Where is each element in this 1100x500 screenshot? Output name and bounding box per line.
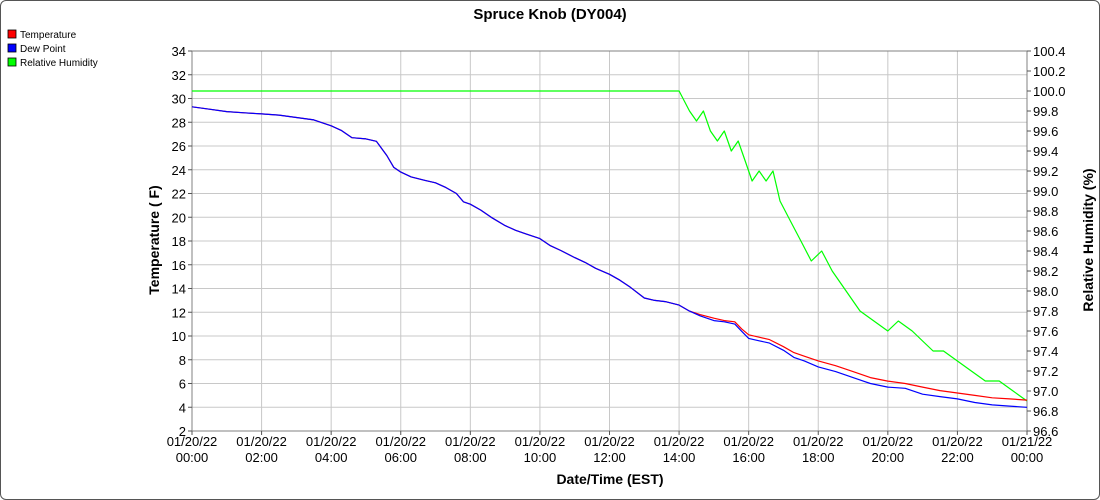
x-tick-date: 01/20/22: [932, 434, 983, 449]
legend-label-dew-point: Dew Point: [20, 44, 66, 55]
x-tick-time: 14:00: [663, 450, 696, 465]
x-tick-date: 01/20/22: [306, 434, 357, 449]
left-tick-label: 8: [179, 353, 186, 368]
right-tick-label: 99.8: [1033, 104, 1058, 119]
x-axis: 01/20/2200:0001/20/2202:0001/20/2204:000…: [167, 431, 1053, 465]
left-tick-label: 20: [172, 210, 186, 225]
x-tick-time: 18:00: [802, 450, 835, 465]
x-tick-date: 01/20/22: [584, 434, 635, 449]
right-tick-label: 97.6: [1033, 324, 1058, 339]
x-tick-date: 01/20/22: [654, 434, 705, 449]
legend-label-relative-humidity: Relative Humidity: [20, 58, 98, 69]
right-tick-label: 97.4: [1033, 344, 1058, 359]
x-tick-date: 01/20/22: [375, 434, 426, 449]
right-tick-label: 100.4: [1033, 44, 1066, 59]
right-tick-label: 99.4: [1033, 144, 1058, 159]
legend-label-temperature: Temperature: [20, 30, 77, 41]
left-axis-title: Temperature ( F): [146, 185, 162, 294]
x-tick-time: 22:00: [941, 450, 974, 465]
chart-title: Spruce Knob (DY004): [473, 6, 626, 23]
x-tick-date: 01/20/22: [445, 434, 496, 449]
left-tick-label: 4: [179, 400, 186, 415]
legend: Temperature Dew Point Relative Humidity: [7, 29, 98, 69]
x-tick-time: 12:00: [593, 450, 626, 465]
left-tick-label: 22: [172, 187, 186, 202]
x-tick-time: 02:00: [245, 450, 278, 465]
right-tick-label: 99.6: [1033, 124, 1058, 139]
left-tick-label: 18: [172, 234, 186, 249]
x-tick-date: 01/20/22: [793, 434, 844, 449]
x-tick-date: 01/20/22: [863, 434, 914, 449]
left-tick-label: 16: [172, 258, 186, 273]
left-tick-label: 32: [172, 68, 186, 83]
right-tick-label: 98.6: [1033, 224, 1058, 239]
right-tick-label: 98.4: [1033, 244, 1058, 259]
left-tick-label: 2: [179, 424, 186, 439]
left-tick-label: 34: [172, 44, 186, 59]
right-tick-label: 99.2: [1033, 164, 1058, 179]
right-tick-label: 100.0: [1033, 84, 1066, 99]
series-line-dew-point: [191, 106, 1028, 408]
right-tick-label: 98.2: [1033, 264, 1058, 279]
right-axis-title: Relative Humidity (%): [1080, 168, 1096, 311]
left-tick-label: 28: [172, 115, 186, 130]
x-tick-time: 06:00: [384, 450, 417, 465]
x-tick-date: 01/20/22: [167, 434, 218, 449]
series-line-relative-humidity: [192, 90, 1028, 402]
left-tick-label: 30: [172, 92, 186, 107]
right-tick-label: 97.8: [1033, 304, 1058, 319]
legend-swatch-temperature: [7, 29, 17, 39]
right-tick-label: 98.0: [1033, 284, 1058, 299]
x-tick-date: 01/20/22: [236, 434, 287, 449]
left-tick-label: 10: [172, 329, 186, 344]
left-tick-label: 14: [172, 282, 186, 297]
right-tick-label: 98.8: [1033, 204, 1058, 219]
right-tick-label: 100.2: [1033, 64, 1066, 79]
x-tick-time: 10:00: [524, 450, 557, 465]
grid: [191, 50, 1028, 432]
right-tick-label: 96.6: [1033, 424, 1058, 439]
right-tick-label: 99.0: [1033, 184, 1058, 199]
x-tick-time: 00:00: [176, 450, 209, 465]
right-axis: 96.6 96.8 97.0 97.2 97.4 97.6 97.8 98.0 98.2 98.4…: [1027, 44, 1066, 439]
left-tick-label: 24: [172, 163, 186, 178]
x-axis-title: Date/Time (EST): [556, 471, 663, 487]
left-tick-label: 12: [172, 305, 186, 320]
series-group: [191, 90, 1028, 408]
right-tick-label: 97.0: [1033, 384, 1058, 399]
x-tick-time: 04:00: [315, 450, 348, 465]
x-tick-time: 16:00: [732, 450, 765, 465]
x-tick-date: 01/20/22: [515, 434, 566, 449]
right-tick-label: 97.2: [1033, 364, 1058, 379]
legend-swatch-relative-humidity: [7, 57, 17, 67]
legend-swatch-dew-point: [7, 43, 17, 53]
x-tick-date: 01/21/22: [1002, 434, 1053, 449]
x-tick-time: 00:00: [1011, 450, 1044, 465]
x-tick-time: 08:00: [454, 450, 487, 465]
right-tick-label: 96.8: [1033, 404, 1058, 419]
x-tick-date: 01/20/22: [723, 434, 774, 449]
left-tick-label: 26: [172, 139, 186, 154]
x-tick-time: 20:00: [872, 450, 905, 465]
left-tick-label: 6: [179, 377, 186, 392]
